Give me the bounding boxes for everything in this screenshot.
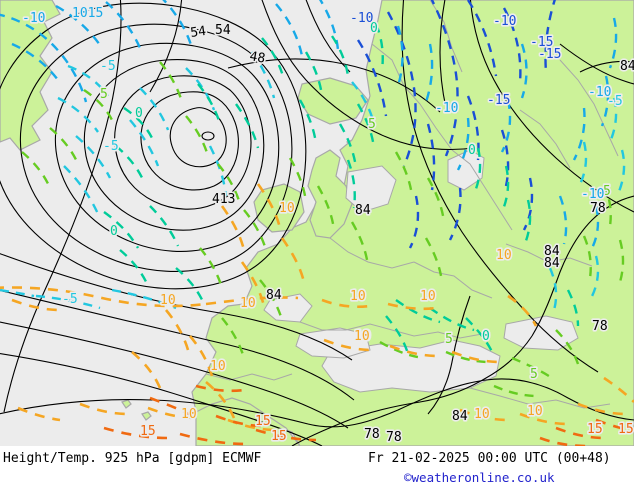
temp-contour-10 [0, 183, 634, 432]
temp-contour-label: 10 [160, 293, 176, 308]
temp-contour--15 [356, 0, 557, 249]
valid-time: Fr 21-02-2025 00:00 UTC (00+48) [368, 451, 611, 466]
temp-contour-label: -15 [487, 93, 510, 108]
temp-contour-label: 5 [530, 367, 538, 382]
temp-contour-label: 0 [468, 143, 476, 158]
map-footer: Height/Temp. 925 hPa [gdpm] ECMWF Fr 21-… [0, 446, 634, 490]
temp-contour-label: -5 [62, 292, 78, 307]
temp-contour-label: -10 [493, 14, 516, 29]
temp-contour-0 [103, 23, 580, 357]
temp-contour-label: 15 [271, 429, 287, 444]
temp-contour-label: -5 [103, 139, 119, 154]
temp-contour-label: -10 [350, 11, 373, 26]
forecast-map-canvas[interactable]: 1015 54 54 48 413 84 84 84 84 84 84 78 78 78 78 -10 -10-… [0, 0, 634, 446]
height-contour-label: 84 [620, 59, 634, 74]
temp-contour-label: 10 [210, 359, 226, 374]
height-contour-label: 54 [189, 24, 207, 41]
temp-contour-label: 5 [100, 87, 108, 102]
temp-contour-label: 5 [445, 332, 453, 347]
height-contour-label: 84 [452, 409, 468, 424]
height-contour-label: 84 [266, 288, 282, 303]
temp-contour-label: 15 [587, 422, 603, 437]
temp-contour--10 [0, 0, 618, 253]
temp-contour-label: 10 [181, 407, 197, 422]
temp-contour-label: -10 [435, 101, 458, 116]
temp-contour-label: 0 [110, 224, 118, 239]
temp-contour-label: 15 [255, 414, 271, 429]
temp-contour-label: 0 [370, 21, 378, 36]
height-contour-label: 48 [248, 49, 266, 66]
temp-contour-label: -10 [588, 85, 611, 100]
temp-contour-label: 0 [482, 329, 490, 344]
temp-contour-label: 10 [350, 289, 366, 304]
temp-contour-label: 10 [354, 329, 370, 344]
height-contour-label: 1015 [72, 6, 103, 21]
height-contour-label: 78 [364, 427, 380, 442]
copyright-credit: ©weatheronline.co.uk [404, 470, 555, 485]
height-contour-label: 78 [590, 201, 606, 216]
temp-contour-label: -15 [530, 35, 553, 50]
temp-contour-label: 10 [279, 201, 295, 216]
height-contour-label: 84 [355, 203, 371, 218]
temp-contour-label: 5 [603, 184, 611, 199]
height-contour-layer [0, 0, 634, 446]
temp-contour-label: -15 [538, 47, 561, 62]
temp-contour-label: 15 [140, 424, 156, 439]
temp-contour-label: 0 [135, 106, 143, 121]
height-contour-label: 84 [544, 244, 560, 259]
temp-contour-15 [103, 384, 634, 446]
product-title: Height/Temp. 925 hPa [gdpm] ECMWF [3, 451, 262, 466]
height-contour-label: 54 [215, 23, 231, 38]
height-contour-label: 78 [592, 319, 608, 334]
temp-contour-5 [21, 61, 625, 398]
temp-contour-label: -10 [22, 11, 45, 26]
temp-contour-label: -5 [607, 94, 623, 109]
temp-contour-label: 10 [420, 289, 436, 304]
temp-contour-label: -10 [581, 187, 604, 202]
temp-contour-label: 10 [527, 404, 543, 419]
height-contour-label: 78 [386, 430, 402, 445]
temp-contour-label: 10 [355, 329, 371, 344]
temp-contour-label: 10 [240, 296, 256, 311]
temp-contour-label: 5 [368, 117, 376, 132]
height-contour-label: 413 [212, 192, 235, 207]
temp-contour-label: 15 [618, 422, 634, 437]
temp-contour-label: -5 [100, 59, 116, 74]
border-layer [205, 0, 619, 409]
temp-contour-label: 10 [496, 248, 512, 263]
temp-contour--5 [0, 51, 626, 311]
temp-contour-label: 10 [474, 407, 490, 422]
height-contour-label: 84 [544, 256, 560, 271]
